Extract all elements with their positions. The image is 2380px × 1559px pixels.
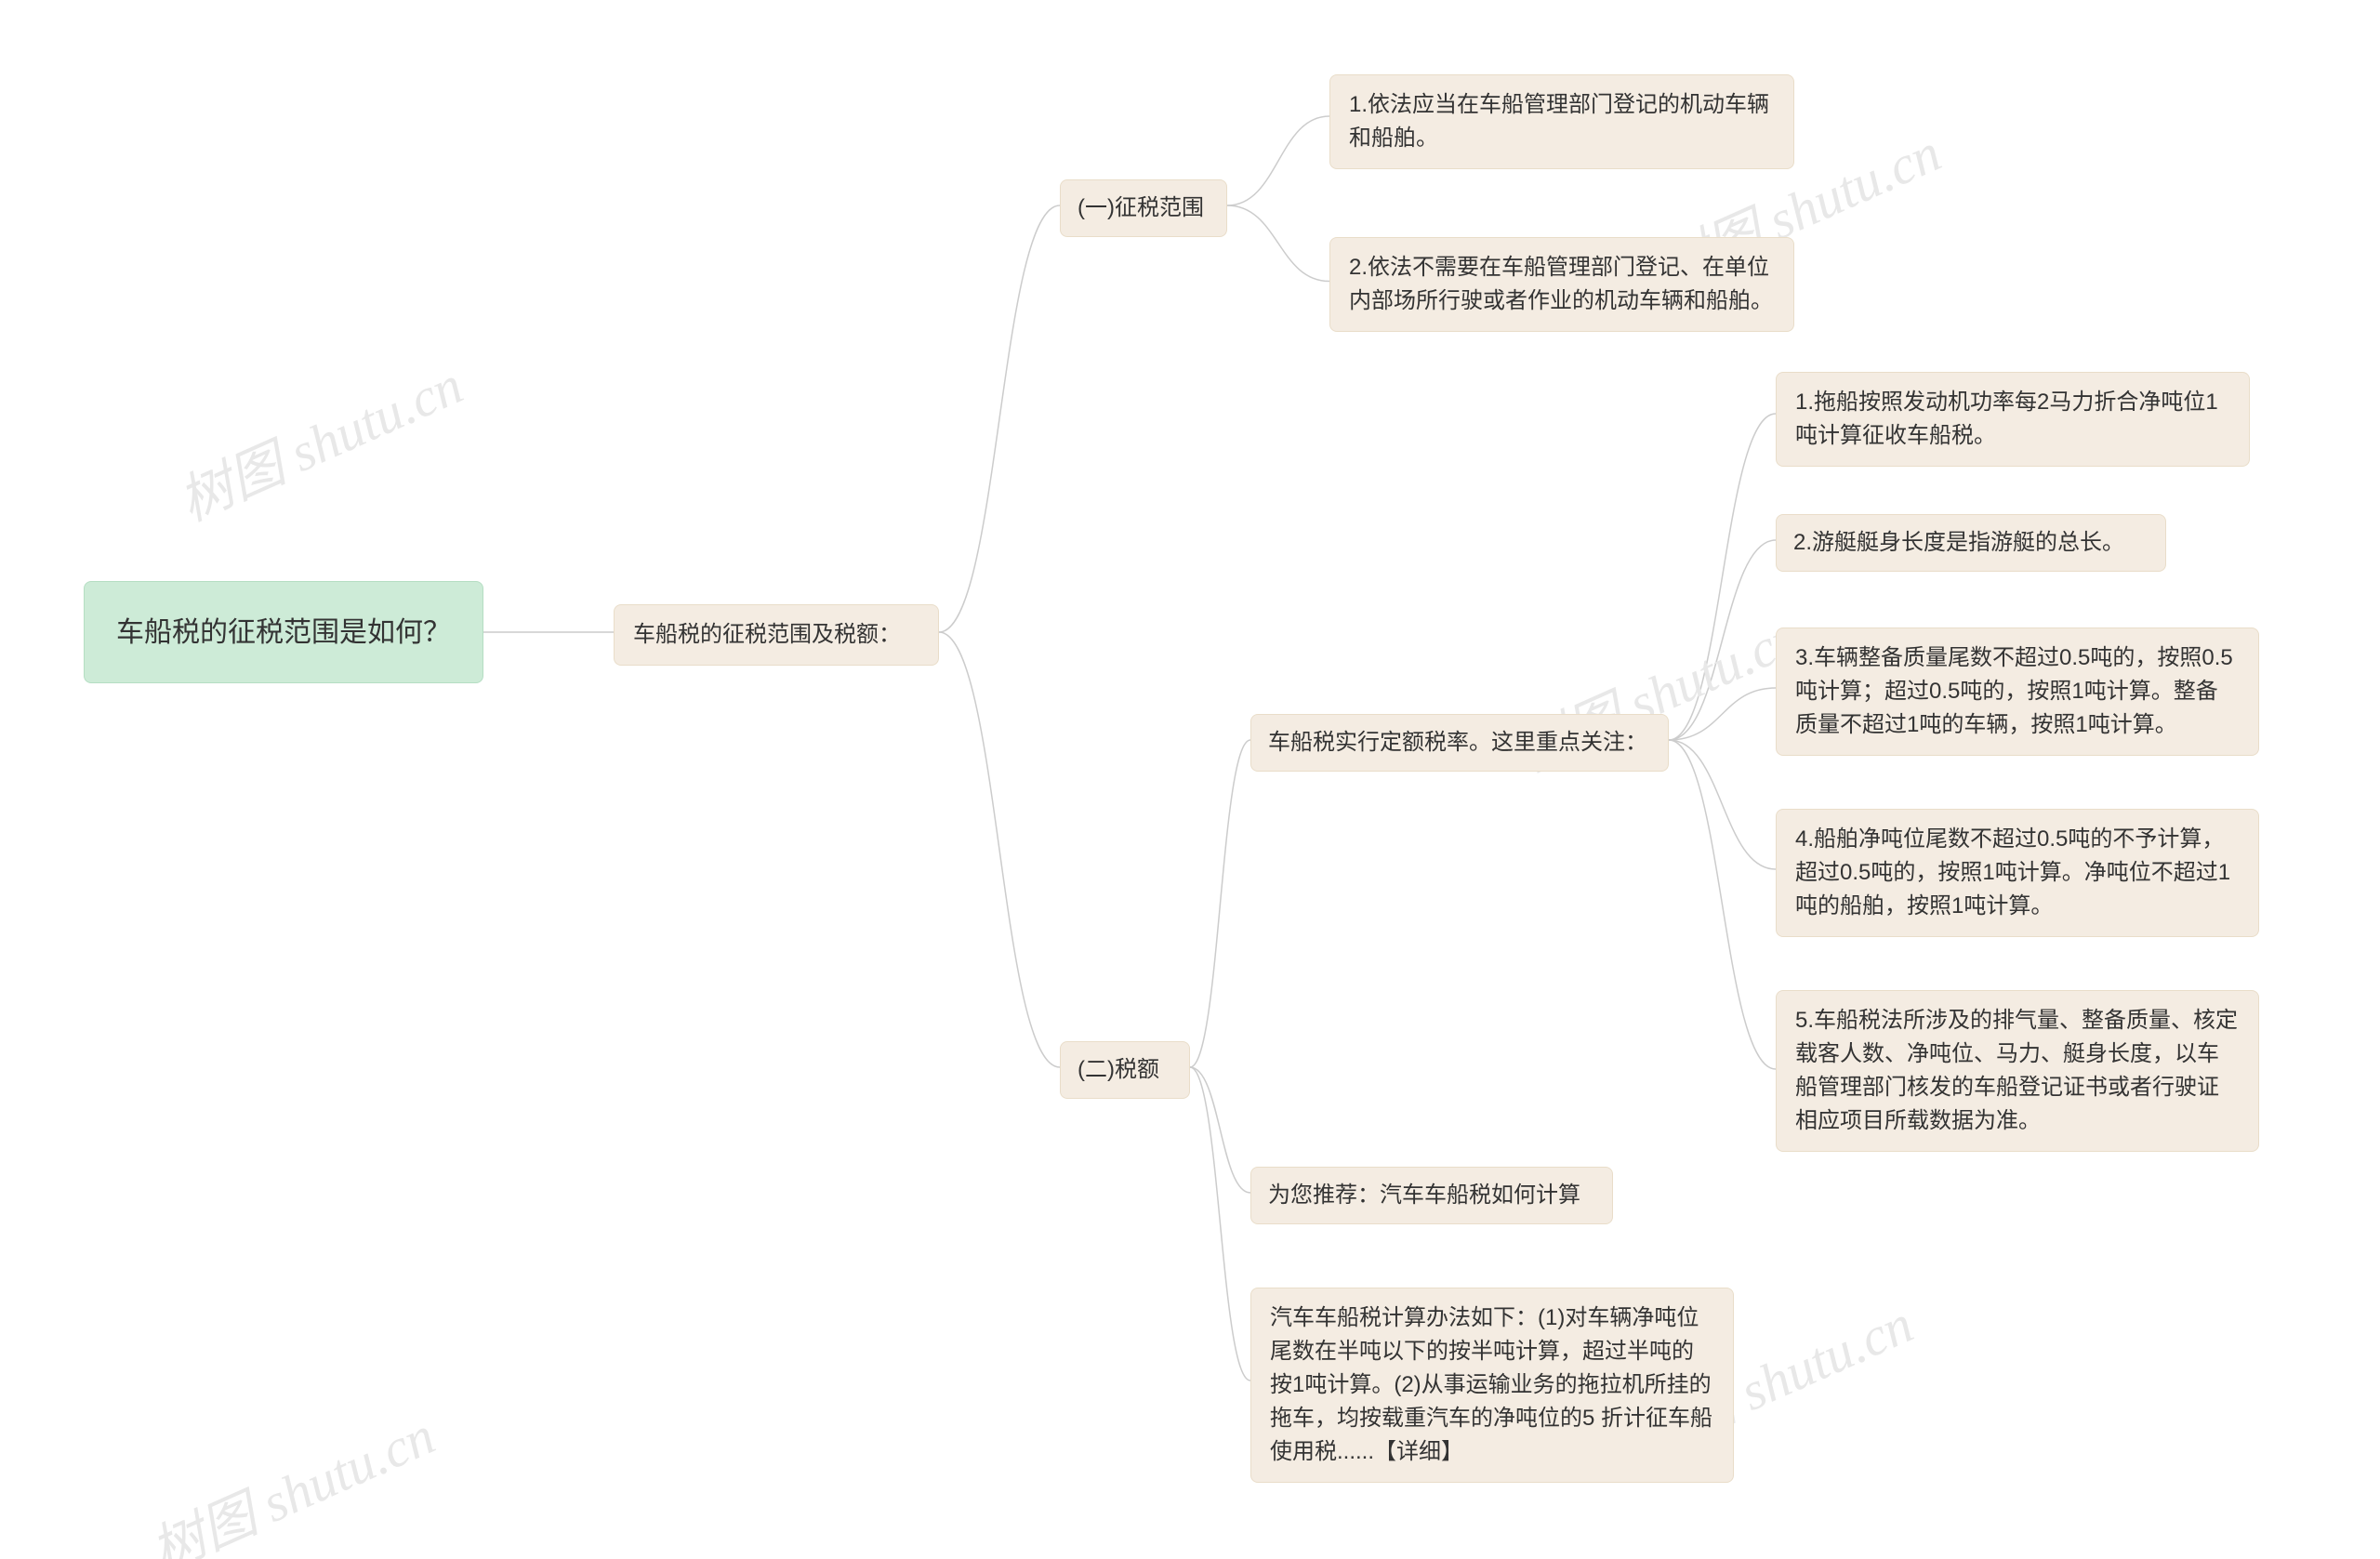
watermark: 树图 shutu.cn bbox=[137, 1392, 444, 1559]
node-detail: 汽车车船税计算办法如下：(1)对车辆净吨位尾数在半吨以下的按半吨计算，超过半吨的… bbox=[1250, 1288, 1734, 1483]
node-level1: 车船税的征税范围及税额： bbox=[614, 604, 939, 666]
node-scope: (一)征税范围 bbox=[1060, 179, 1227, 237]
node-leaf: 1.依法应当在车船管理部门登记的机动车辆和船舶。 bbox=[1329, 74, 1794, 169]
node-leaf: 3.车辆整备质量尾数不超过0.5吨的，按照0.5吨计算；超过0.5吨的，按照1吨… bbox=[1776, 628, 2259, 756]
watermark: 树图 shutu.cn bbox=[165, 341, 472, 535]
node-leaf: 2.游艇艇身长度是指游艇的总长。 bbox=[1776, 514, 2166, 572]
node-leaf: 1.拖船按照发动机功率每2马力折合净吨位1吨计算征收车船税。 bbox=[1776, 372, 2250, 467]
node-leaf: 5.车船税法所涉及的排气量、整备质量、核定载客人数、净吨位、马力、艇身长度，以车… bbox=[1776, 990, 2259, 1152]
node-leaf: 4.船舶净吨位尾数不超过0.5吨的不予计算，超过0.5吨的，按照1吨计算。净吨位… bbox=[1776, 809, 2259, 937]
node-amount: (二)税额 bbox=[1060, 1041, 1190, 1099]
node-recommend: 为您推荐：汽车车船税如何计算 bbox=[1250, 1167, 1613, 1224]
node-fixed-rate: 车船税实行定额税率。这里重点关注： bbox=[1250, 714, 1669, 772]
node-leaf: 2.依法不需要在车船管理部门登记、在单位内部场所行驶或者作业的机动车辆和船舶。 bbox=[1329, 237, 1794, 332]
root-node: 车船税的征税范围是如何？ bbox=[84, 581, 483, 683]
